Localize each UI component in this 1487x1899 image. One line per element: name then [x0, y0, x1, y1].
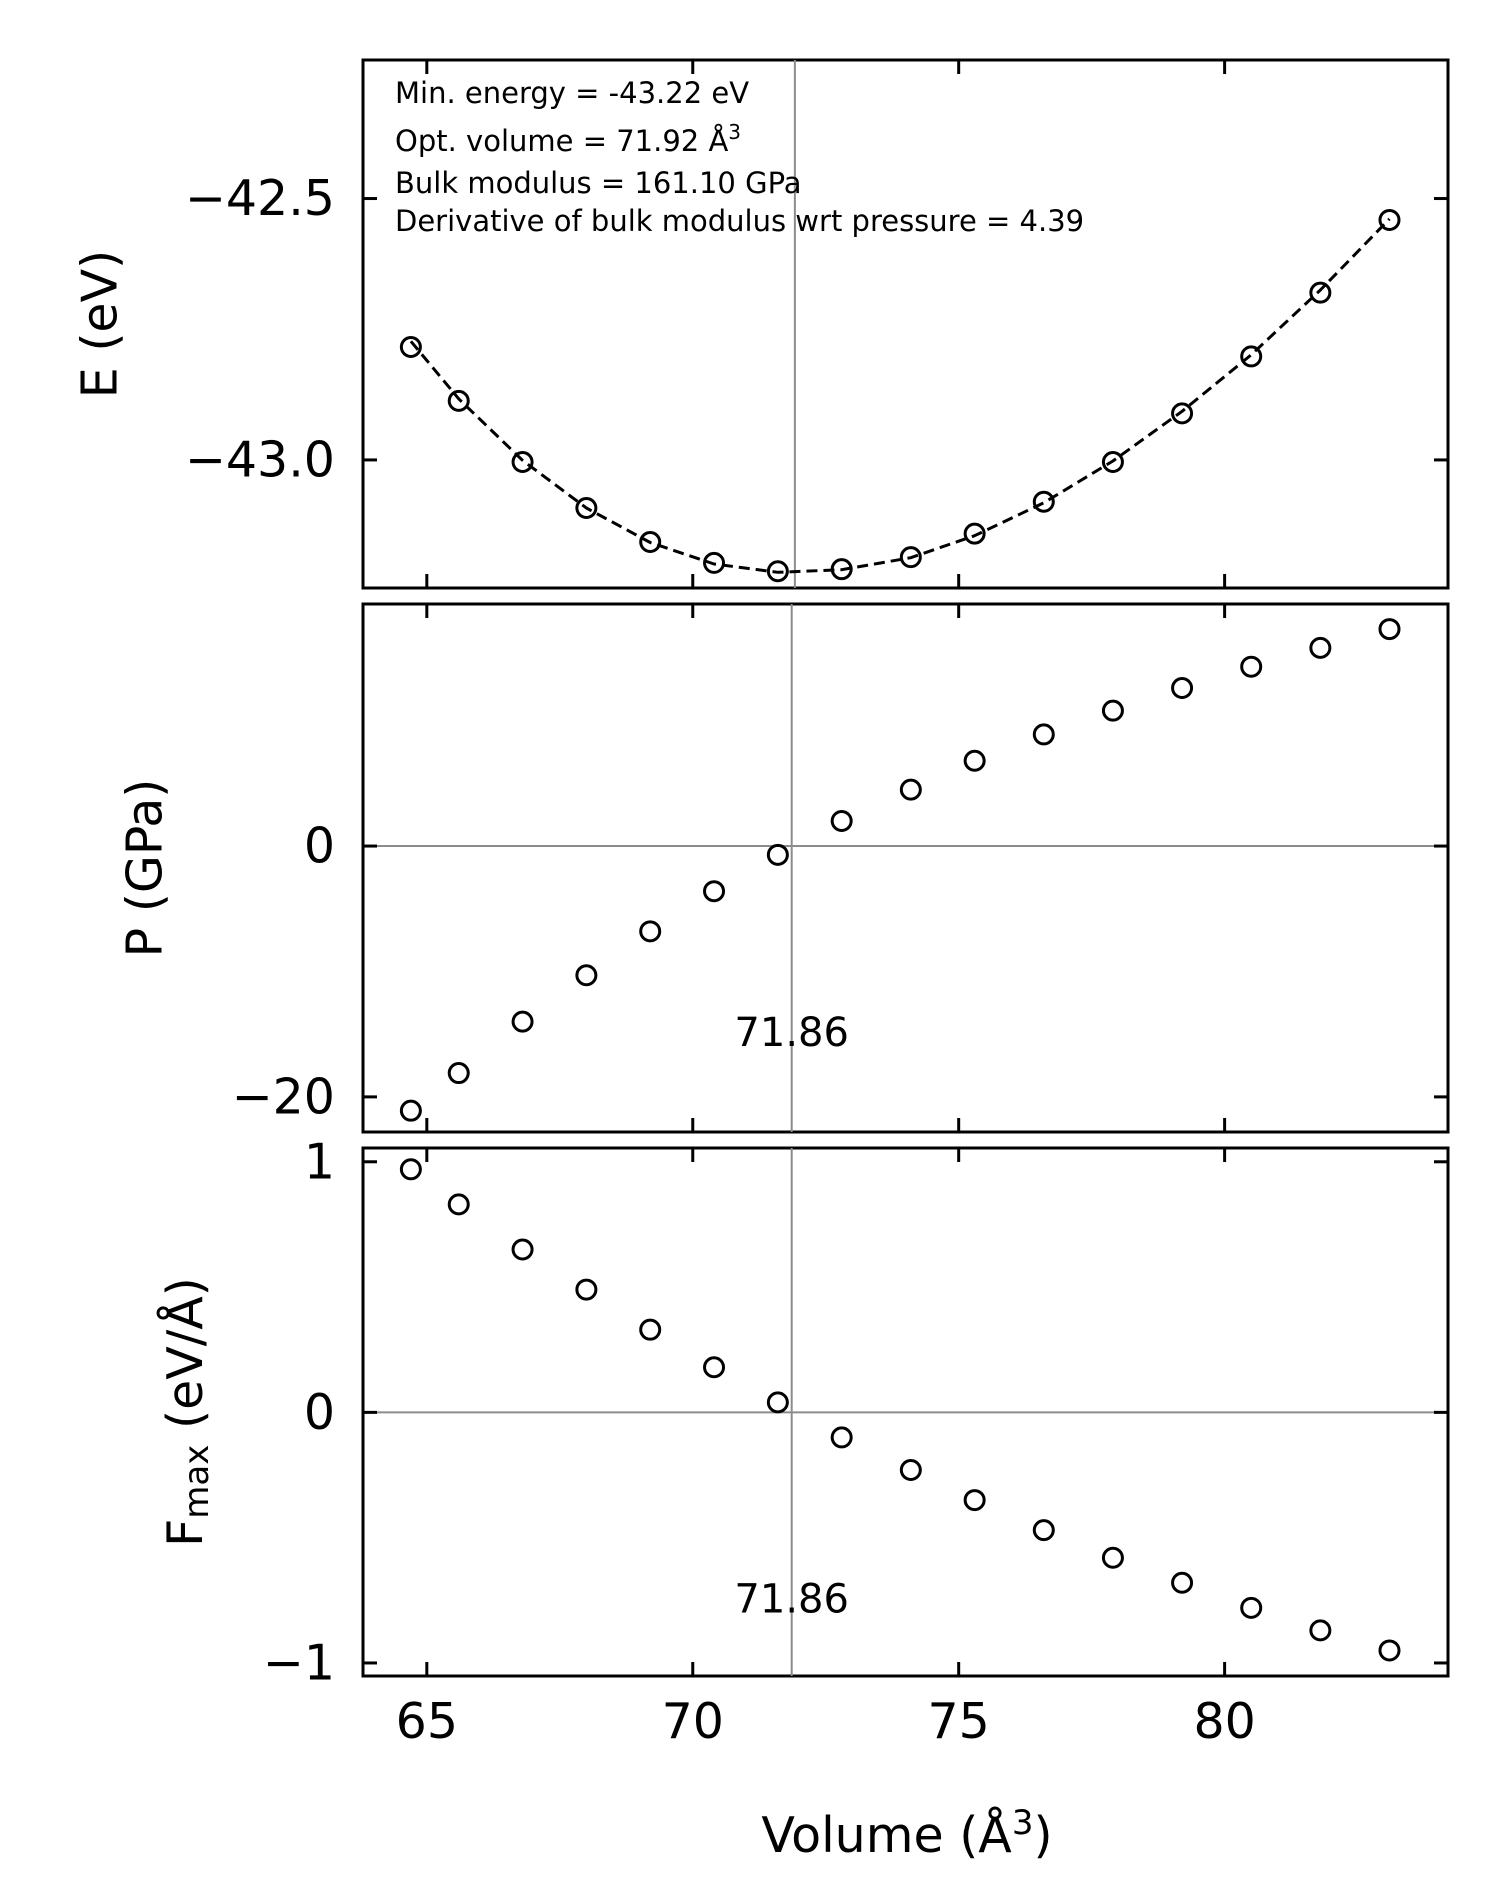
energy-data-point	[1240, 345, 1263, 368]
pressure-data-point	[1309, 636, 1332, 659]
force-data-point	[639, 1318, 662, 1341]
pressure-ytick-label: −20	[232, 1068, 335, 1125]
annotation-min-energy: Min. energy = -43.22 eV	[395, 76, 749, 110]
force-ytick-label: −1	[263, 1634, 335, 1691]
pressure-ytick-label: 0	[304, 818, 335, 875]
force-panel: −1 0 1 71.86 65 70 75 80 Fmax (eV/Å) Volume (Å3…	[155, 1133, 1450, 1864]
energy-data-point	[1171, 402, 1194, 425]
force-ytick-label: 1	[304, 1133, 335, 1190]
volume-xtick-label: 80	[1193, 1693, 1255, 1750]
pressure-ylabel: P (GPa)	[117, 779, 174, 958]
pressure-data-point	[511, 1010, 534, 1033]
energy-axes-frame	[361, 58, 1450, 590]
energy-ylabel: E (eV)	[72, 250, 129, 398]
energy-data-point	[575, 497, 598, 520]
energy-data-point	[830, 558, 853, 581]
force-data-point	[1101, 1546, 1124, 1569]
energy-data-point	[766, 560, 789, 583]
energy-data-point	[1101, 451, 1124, 474]
force-data-point	[575, 1278, 598, 1301]
volume-xlabel-superscript: 3	[1012, 1803, 1034, 1843]
force-ytick-label: 0	[304, 1384, 335, 1441]
energy-data-point	[1032, 490, 1055, 513]
force-data-point	[1378, 1639, 1401, 1662]
force-data-point	[830, 1426, 853, 1449]
volume-xtick-label: 65	[396, 1693, 458, 1750]
force-data-point	[399, 1158, 422, 1181]
energy-data-point	[639, 530, 662, 553]
pressure-data-point	[639, 920, 662, 943]
energy-data-point	[703, 551, 726, 574]
annotation-opt-volume-text: Opt. volume = 71.92 Å	[395, 124, 728, 158]
energy-annotation-block: Min. energy = -43.22 eV Opt. volume = 71…	[395, 76, 1084, 238]
force-data-point	[1240, 1596, 1263, 1619]
annotation-opt-volume: Opt. volume = 71.92 Å3	[395, 120, 741, 158]
pressure-data-point	[703, 880, 726, 903]
force-vline-label: 71.86	[734, 1576, 849, 1622]
volume-xlabel: Volume (Å3)	[761, 1803, 1052, 1864]
force-data-point	[703, 1356, 726, 1379]
energy-data-point	[447, 389, 470, 412]
pressure-data-point	[830, 809, 853, 832]
pressure-data-point	[575, 964, 598, 987]
force-data-point	[1309, 1619, 1332, 1642]
pressure-axes-frame	[361, 602, 1450, 1134]
force-ylabel-main: F	[157, 1519, 214, 1547]
energy-data-point	[1309, 281, 1332, 304]
annotation-opt-volume-superscript: 3	[728, 120, 741, 144]
annotation-bulk-modulus: Bulk modulus = 161.10 GPa	[395, 166, 802, 200]
volume-xtick-label: 70	[662, 1693, 724, 1750]
force-data-point	[447, 1193, 470, 1216]
energy-data-point	[511, 451, 534, 474]
energy-data-point	[399, 336, 422, 359]
force-data-point	[511, 1238, 534, 1261]
force-ylabel-unit: (eV/Å)	[155, 1277, 214, 1445]
pressure-panel: −20 0 71.86 P (GPa)	[117, 602, 1450, 1134]
pressure-data-point	[899, 778, 922, 801]
force-data-point	[963, 1489, 986, 1512]
pressure-data-point	[447, 1062, 470, 1085]
pressure-vline-label: 71.86	[734, 1010, 849, 1056]
force-data-point	[899, 1459, 922, 1482]
force-data-point	[1171, 1571, 1194, 1594]
pressure-data-point	[399, 1099, 422, 1122]
force-data-point	[1032, 1519, 1055, 1542]
volume-xtick-label: 75	[928, 1693, 990, 1750]
force-data-point	[766, 1391, 789, 1414]
volume-xlabel-main: Volume (Å	[761, 1805, 1012, 1864]
pressure-data-point	[1240, 655, 1263, 678]
pressure-data-point	[1171, 677, 1194, 700]
energy-panel: −43.0 −42.5 E (eV) Min. energy = -43.22 e…	[72, 58, 1450, 590]
energy-ytick-label: −42.5	[185, 170, 335, 227]
pressure-data-point	[766, 843, 789, 866]
force-ylabel-subscript: max	[177, 1445, 217, 1519]
energy-ytick-label: −43.0	[185, 431, 335, 488]
annotation-bulk-modulus-derivative: Derivative of bulk modulus wrt pressure …	[395, 204, 1084, 238]
energy-data-point	[1378, 208, 1401, 231]
pressure-data-point	[1378, 618, 1401, 641]
energy-data-point	[899, 546, 922, 569]
energy-data-point	[963, 522, 986, 545]
force-ylabel: Fmax (eV/Å)	[155, 1277, 218, 1547]
energy-fit-curve	[409, 217, 1391, 574]
volume-xlabel-suffix: )	[1033, 1807, 1052, 1864]
pressure-data-point	[1101, 699, 1124, 722]
pressure-data-point	[963, 749, 986, 772]
pressure-data-point	[1032, 723, 1055, 746]
